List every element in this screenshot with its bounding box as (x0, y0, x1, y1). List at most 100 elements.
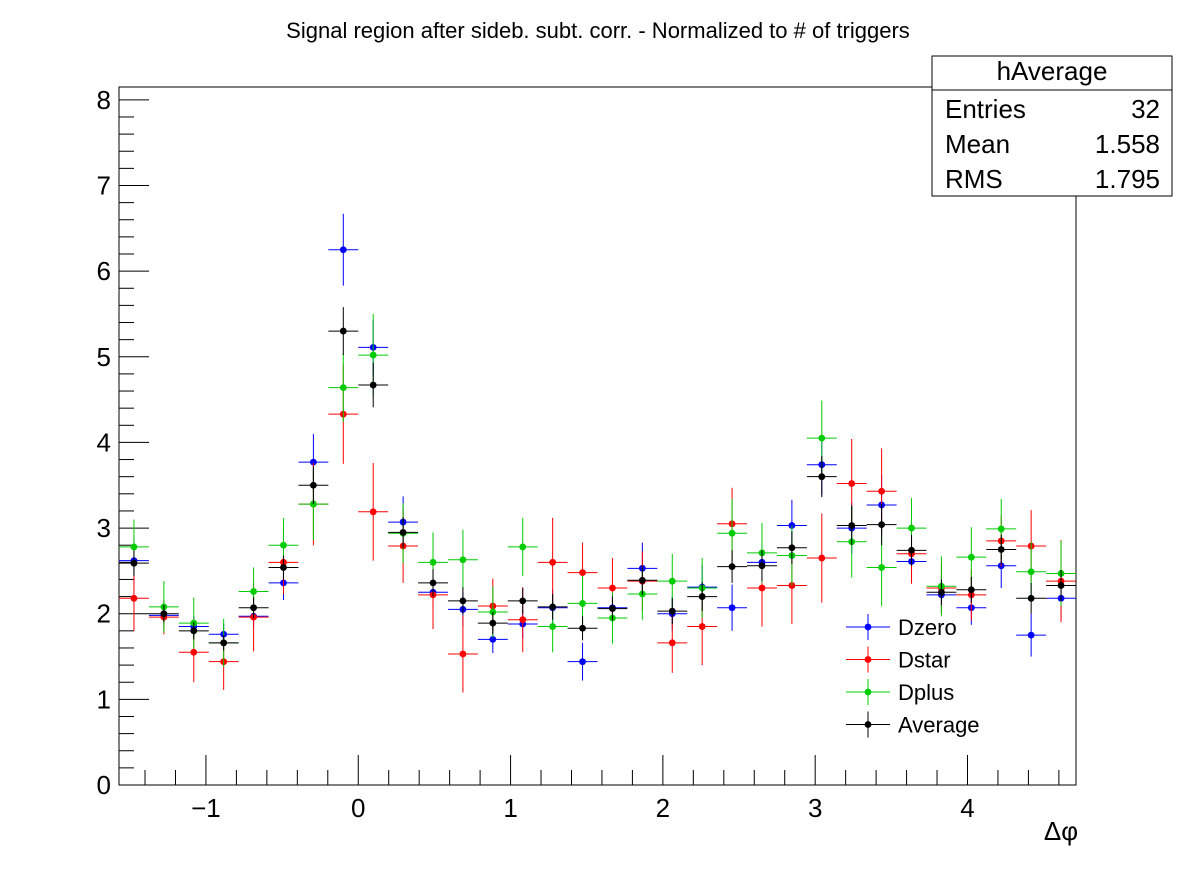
data-point (1046, 570, 1076, 601)
legend-label: Dzero (898, 615, 957, 640)
data-point (806, 456, 837, 498)
marker (130, 594, 138, 602)
marker (758, 584, 766, 592)
marker (190, 648, 198, 656)
marker (459, 556, 467, 564)
data-point (119, 565, 149, 631)
marker (997, 546, 1005, 553)
marker (280, 564, 287, 571)
marker (758, 562, 766, 570)
data-point (687, 582, 718, 612)
data-point (1016, 582, 1047, 614)
data-point (866, 504, 897, 546)
marker (489, 636, 497, 643)
data-point (238, 597, 269, 618)
marker (698, 623, 706, 630)
data-point (926, 579, 957, 606)
legend-label: Average (898, 713, 980, 738)
data-point (358, 362, 389, 408)
stats-entries-label: Entries (945, 94, 1026, 124)
data-point (776, 531, 807, 565)
legend-marker (864, 688, 872, 696)
data-point (119, 519, 149, 575)
marker (668, 607, 676, 615)
data-point (328, 213, 359, 286)
marker (130, 543, 138, 551)
data-point (537, 517, 568, 607)
legend-label: Dstar (898, 648, 951, 673)
x-tick-label: 3 (808, 793, 822, 823)
data-point (208, 635, 239, 651)
marker (309, 458, 317, 466)
data-point (328, 353, 359, 422)
x-tick-label: 2 (656, 793, 670, 823)
x-axis: −1 0 1 2 3 4 (144, 755, 1060, 823)
data-point (567, 616, 598, 641)
data-point (268, 555, 299, 580)
marker (339, 246, 347, 254)
marker (818, 473, 826, 481)
marker (638, 576, 646, 584)
chart-title: Signal region after sideb. subt. corr. -… (286, 18, 910, 43)
marker (369, 508, 377, 516)
marker (519, 543, 527, 551)
y-tick-label: 0 (97, 770, 111, 800)
marker (818, 434, 826, 442)
marker (339, 327, 347, 335)
marker (997, 525, 1005, 533)
x-axis-label: Δφ (1044, 816, 1078, 846)
marker (698, 593, 706, 600)
plot-frame (118, 86, 1077, 786)
legend-entry-dplus: Dplus (846, 679, 954, 705)
marker (878, 521, 886, 529)
marker (579, 600, 586, 607)
data-point (956, 576, 987, 603)
marker (609, 584, 616, 592)
marker (818, 554, 826, 562)
y-tick-label: 1 (97, 684, 111, 714)
marker (728, 529, 736, 537)
y-tick-label: 4 (97, 427, 111, 457)
data-point (447, 587, 478, 615)
data-point (148, 605, 179, 623)
marker (579, 569, 586, 577)
marker (250, 604, 257, 612)
marker (519, 616, 527, 624)
data-point (747, 550, 777, 582)
data-point (567, 642, 598, 681)
marker (489, 619, 497, 627)
marker (878, 564, 886, 571)
data-series (119, 213, 1076, 693)
marker (429, 579, 437, 587)
data-point (477, 611, 508, 635)
marker (280, 541, 287, 549)
marker (459, 597, 467, 605)
marker (339, 384, 347, 392)
marker (190, 627, 198, 635)
legend-entry-average: Average (846, 711, 980, 738)
y-axis: 0 1 2 3 4 5 6 7 8 (97, 85, 149, 800)
marker (878, 487, 886, 495)
data-point (447, 615, 478, 693)
marker (459, 650, 467, 658)
marker (728, 604, 736, 612)
marker (549, 623, 557, 630)
marker (549, 558, 557, 566)
y-tick-label: 8 (97, 85, 111, 115)
plot-area (118, 86, 1077, 786)
legend-marker (864, 656, 872, 663)
data-point (418, 569, 448, 597)
marker (609, 605, 616, 612)
stats-entries-value: 32 (1131, 94, 1160, 124)
y-tick-label: 3 (97, 513, 111, 543)
legend-label: Dplus (898, 680, 954, 705)
series-average (119, 307, 1076, 651)
marker (369, 351, 377, 359)
marker (848, 480, 856, 487)
marker (668, 577, 676, 585)
stats-box-frame (931, 55, 1173, 197)
marker (668, 639, 676, 647)
marker (220, 639, 228, 647)
y-tick-label: 7 (97, 170, 111, 200)
data-point (657, 598, 688, 624)
